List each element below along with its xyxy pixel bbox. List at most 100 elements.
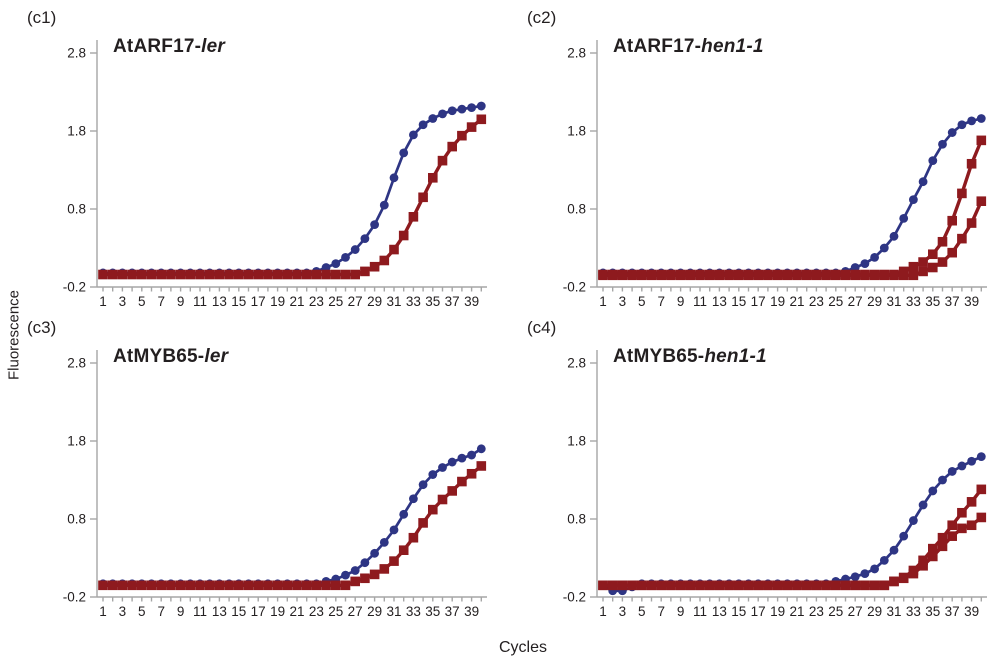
data-point-circle (889, 231, 899, 241)
y-tick-label: 2.8 (67, 356, 86, 371)
data-point-circle (476, 101, 486, 111)
data-point-square (447, 486, 457, 496)
x-tick-label: 5 (138, 604, 146, 619)
y-tick-label: 2.8 (67, 46, 86, 61)
x-tick-label: 39 (464, 604, 479, 619)
x-tick-label: 39 (964, 294, 979, 309)
data-point-square (175, 580, 186, 591)
x-tick-label: 31 (886, 604, 901, 619)
data-point-square (928, 551, 938, 562)
data-point-square (734, 270, 744, 281)
data-point-square (695, 270, 705, 281)
panel-c2: 2.8 1.8 0.8 -0.2 1 3 5 7 9 11 13 15 17 19 21 23 25 27 29 31… (500, 0, 1000, 330)
data-point-square (457, 130, 467, 141)
data-point-square (937, 236, 948, 247)
data-point-square (801, 580, 812, 591)
data-point-square (724, 580, 734, 591)
data-point-square (928, 262, 938, 273)
data-point-square (947, 520, 957, 531)
data-point-square (204, 580, 215, 591)
data-point-square (782, 580, 793, 591)
data-point-square (185, 269, 196, 280)
panel-title-c3: AtMYB65-ler (113, 346, 228, 368)
data-point-circle (447, 457, 457, 467)
c4-plot-canvas: 2.81.80.8-0.21 3 5 7 9 11 13 15 17 19 21 23 25 27 29 31… (563, 350, 987, 619)
x-tick-label: 35 (925, 604, 940, 619)
data-point-square (889, 270, 899, 281)
data-point-square (724, 270, 734, 281)
data-point-square (976, 484, 987, 495)
x-tick-label: 13 (712, 294, 727, 309)
data-point-square (156, 269, 166, 280)
data-point-square (627, 270, 637, 281)
gene-name: AtMYB65- (113, 346, 205, 367)
data-point-square (666, 270, 676, 281)
data-point-circle (928, 486, 938, 496)
x-tick-label: 19 (270, 604, 285, 619)
data-point-square (137, 269, 147, 280)
c2-axes (590, 40, 987, 292)
panel-title-c4: AtMYB65-hen1-1 (613, 346, 767, 368)
data-point-square (763, 580, 773, 591)
data-point-circle (957, 461, 967, 471)
data-point-square (282, 269, 293, 280)
genotype-name: ler (201, 36, 226, 57)
data-point-square (957, 188, 967, 199)
data-point-circle (870, 564, 879, 574)
data-point-circle (409, 130, 418, 140)
data-point-square (976, 196, 987, 206)
panel-label-c3: (c3) (27, 318, 57, 337)
data-point-square (311, 269, 322, 280)
c4-axes (590, 350, 987, 602)
x-tick-label: 19 (770, 294, 785, 309)
x-tick-label: 15 (231, 604, 246, 619)
x-tick-label: 23 (809, 604, 824, 619)
data-point-square (869, 270, 880, 281)
x-tick-label: 35 (425, 294, 440, 309)
y-tick-label: -0.2 (563, 280, 586, 295)
x-tick-label: 27 (848, 294, 863, 309)
data-point-square (437, 494, 448, 505)
data-point-circle (938, 139, 947, 149)
data-point-square (889, 576, 899, 587)
x-tick-label: 29 (367, 604, 382, 619)
data-point-circle (967, 116, 976, 126)
data-point-square (792, 270, 802, 281)
data-point-square (821, 580, 831, 591)
x-tick-label: 27 (348, 294, 363, 309)
data-point-square (743, 270, 754, 281)
y-tick-label: 1.8 (567, 124, 586, 139)
data-point-square (937, 532, 948, 543)
x-tick-label: 35 (425, 604, 440, 619)
c1-axes (90, 40, 487, 292)
data-point-square (408, 212, 419, 222)
x-tick-label: 25 (328, 604, 343, 619)
data-point-square (966, 218, 977, 228)
y-tick-label: 0.8 (567, 202, 586, 217)
y-tick-label: -0.2 (563, 590, 586, 605)
data-point-square (243, 269, 254, 280)
data-point-square (763, 270, 773, 281)
x-tick-label: 31 (386, 604, 401, 619)
c2-plot-canvas: 2.81.80.8-0.21 3 5 7 9 11 13 15 17 19 21 23 25 27 29 31… (563, 40, 987, 309)
data-point-square (627, 580, 637, 591)
data-point-circle (947, 128, 957, 137)
x-tick-label: 15 (231, 294, 246, 309)
y-tick-label: 1.8 (67, 124, 86, 139)
gene-name: AtARF17- (113, 36, 202, 57)
data-point-circle (457, 453, 467, 463)
data-point-circle (918, 500, 928, 510)
data-point-square (772, 270, 783, 281)
data-point-square (685, 580, 696, 591)
data-point-square (860, 580, 870, 591)
data-point-square (811, 270, 822, 281)
x-tick-label: 39 (464, 294, 479, 309)
y-tick-label: 0.8 (67, 202, 86, 217)
x-tick-label: 19 (270, 294, 285, 309)
x-tick-label: 15 (731, 604, 746, 619)
data-point-square (379, 255, 390, 266)
data-point-square (685, 270, 696, 281)
data-point-square (389, 556, 399, 566)
x-tick-label: 13 (712, 604, 727, 619)
x-tick-label: 3 (119, 294, 127, 309)
